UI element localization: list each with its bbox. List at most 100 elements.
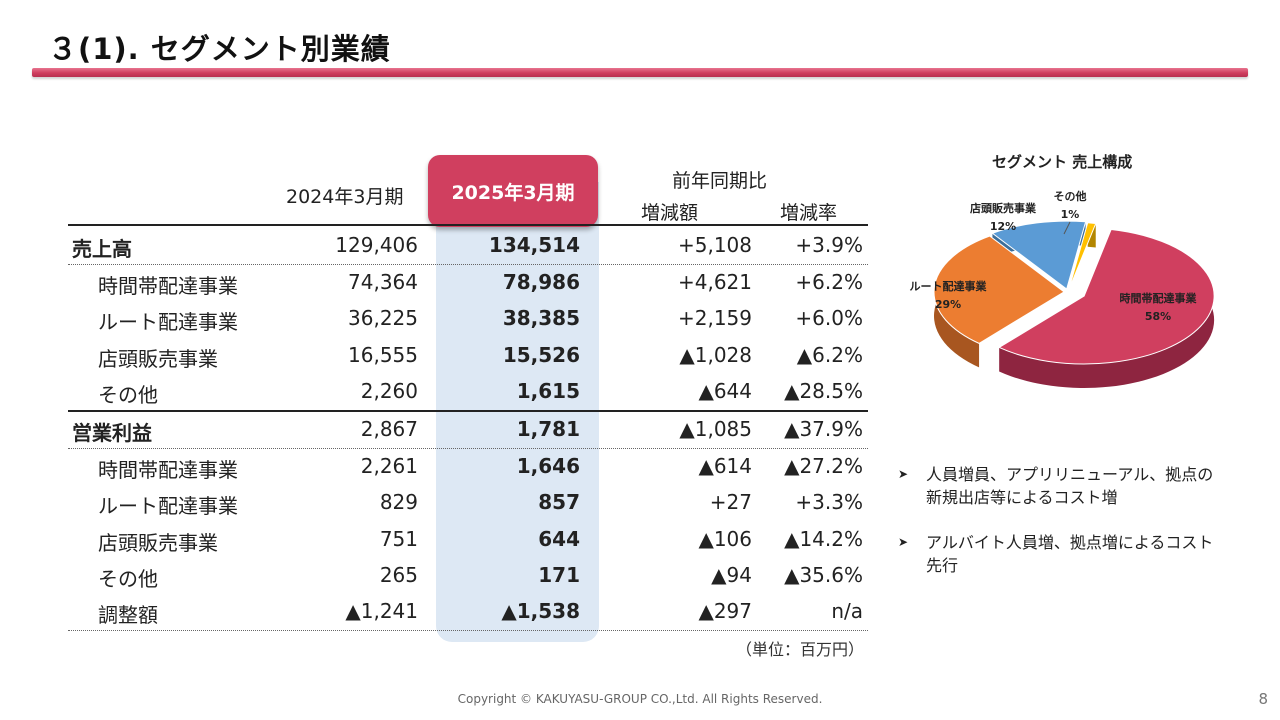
row-label: ルート配達事業 <box>98 494 238 519</box>
rate-value: ▲28.5% <box>784 378 863 403</box>
table-row: ルート配達事業 36,225 38,385 +2,159 +6.0% <box>68 301 868 337</box>
header-rule <box>68 224 868 226</box>
pie-value-label: 29% <box>935 298 961 311</box>
pie-value-label: 12% <box>990 220 1016 233</box>
pie-leader-line <box>1063 221 1071 235</box>
curr-value: 644 <box>538 526 580 551</box>
diff-value: ▲106 <box>698 526 752 551</box>
rate-value: n/a <box>831 598 863 623</box>
pie-title: セグメント 売上構成 <box>992 153 1133 171</box>
rate-value: +3.9% <box>795 233 863 257</box>
prev-value: 74,364 <box>348 270 418 295</box>
rate-value: +6.2% <box>795 270 863 295</box>
pie-slice-side <box>999 229 1215 389</box>
pie-category-label: その他 <box>1054 189 1087 203</box>
rate-value: ▲14.2% <box>784 526 863 551</box>
rate-value: +3.3% <box>795 490 863 515</box>
diff-value: +27 <box>709 490 752 515</box>
row-label: 時間帯配達事業 <box>98 458 238 483</box>
diff-value: +4,621 <box>677 270 752 295</box>
curr-value: 134,514 <box>488 233 580 257</box>
pie-category-label: 時間帯配達事業 <box>1120 291 1198 305</box>
rate-value: ▲27.2% <box>784 454 863 479</box>
note-text: 人員増員、アプリリニューアル、拠点の新規出店等によるコスト増 <box>926 465 1214 507</box>
table-row: 調整額 ▲1,241 ▲1,538 ▲297 n/a <box>68 594 868 632</box>
diff-value: ▲1,028 <box>679 342 752 367</box>
table-row: その他 265 171 ▲94 ▲35.6% <box>68 558 868 594</box>
diff-value: ▲94 <box>711 562 752 587</box>
segment-table: 売上高 129,406 134,514 +5,108 +3.9% 時間帯配達事業 74,36… <box>68 228 868 632</box>
note-item: ➤ 人員増員、アプリリニューアル、拠点の新規出店等によるコスト増 <box>898 463 1218 509</box>
pie-value-label: 1% <box>1061 208 1080 221</box>
rate-value: ▲6.2% <box>796 342 863 367</box>
row-label: ルート配達事業 <box>98 310 238 335</box>
prev-value: 2,867 <box>360 416 418 441</box>
table-row: 売上高 129,406 134,514 +5,108 +3.9% <box>68 228 868 266</box>
arrow-bullet-icon: ➤ <box>898 535 909 549</box>
prev-value: 2,260 <box>360 378 418 403</box>
curr-value: ▲1,538 <box>501 598 580 623</box>
prev-value: 16,555 <box>348 342 418 367</box>
diff-value: ▲614 <box>698 454 752 479</box>
table-row: 店頭販売事業 16,555 15,526 ▲1,028 ▲6.2% <box>68 338 868 374</box>
segment-pie-chart: 時間帯配達事業 58% ルート配達事業 29% 店頭販売事業 12% その他 1% <box>910 189 1215 389</box>
unit-note: （単位：百万円） <box>736 640 865 659</box>
table-row: 時間帯配達事業 2,261 1,646 ▲614 ▲27.2% <box>68 449 868 485</box>
curr-value: 857 <box>538 490 580 515</box>
rate-value: ▲35.6% <box>784 562 863 587</box>
pie-category-label: 店頭販売事業 <box>970 201 1037 215</box>
row-label: 売上高 <box>72 237 132 261</box>
diff-value: ▲297 <box>698 598 752 623</box>
pie-slice <box>998 228 1215 365</box>
table-row: その他 2,260 1,615 ▲644 ▲28.5% <box>68 374 868 412</box>
curr-value: 15,526 <box>502 342 580 367</box>
prev-value: 829 <box>379 490 418 515</box>
row-label: 店頭販売事業 <box>98 346 218 371</box>
row-label: 調整額 <box>98 602 158 627</box>
table-row: 時間帯配達事業 74,364 78,986 +4,621 +6.2% <box>68 265 868 301</box>
row-label: 営業利益 <box>72 420 152 445</box>
row-label: その他 <box>98 566 158 591</box>
diff-value: ▲644 <box>698 378 752 403</box>
row-label: 時間帯配達事業 <box>98 274 238 299</box>
yoy-header: 前年同期比 <box>672 170 768 192</box>
rate-value: ▲37.9% <box>784 416 863 441</box>
row-label: 店頭販売事業 <box>98 530 218 555</box>
prev-value: 129,406 <box>335 233 418 257</box>
notes: ➤ 人員増員、アプリリニューアル、拠点の新規出店等によるコスト増 ➤ アルバイト… <box>898 463 1218 599</box>
diff-header: 増減額 <box>641 202 699 224</box>
prev-value: 265 <box>379 562 418 587</box>
diff-value: ▲1,085 <box>679 416 752 441</box>
diff-value: +5,108 <box>677 233 752 257</box>
prev-value: ▲1,241 <box>345 598 418 623</box>
copyright-footer: Copyright © KAKUYASU-GROUP CO.,Ltd. All … <box>457 692 823 706</box>
page-number: 8 <box>1258 690 1268 708</box>
curr-value: 38,385 <box>502 306 580 331</box>
note-text: アルバイト人員増、拠点増によるコスト先行 <box>926 533 1214 575</box>
highlight-column-bg <box>436 182 599 642</box>
prev-value: 36,225 <box>348 306 418 331</box>
curr-value: 1,646 <box>516 454 580 479</box>
pie-category-label: ルート配達事業 <box>910 279 988 293</box>
curr-value: 1,615 <box>516 378 580 403</box>
curr-value: 171 <box>538 562 580 587</box>
prev-value: 2,261 <box>360 454 418 479</box>
row-label: その他 <box>98 382 158 407</box>
diff-value: +2,159 <box>677 306 752 331</box>
curr-value: 78,986 <box>502 270 580 295</box>
table-row: 営業利益 2,867 1,781 ▲1,085 ▲37.9% <box>68 412 868 450</box>
current-period-header: 2025年3月期 <box>428 155 598 227</box>
rate-value: +6.0% <box>795 306 863 331</box>
pie-slice <box>933 235 1065 344</box>
arrow-bullet-icon: ➤ <box>898 467 909 481</box>
table-row: 店頭販売事業 751 644 ▲106 ▲14.2% <box>68 522 868 558</box>
title-underline <box>32 68 1248 77</box>
rate-header: 増減率 <box>780 202 838 224</box>
pie-slice <box>991 220 1087 290</box>
table-row: ルート配達事業 829 857 +27 +3.3% <box>68 485 868 521</box>
prev-value: 751 <box>379 526 418 551</box>
previous-period-header: 2024年3月期 <box>286 186 404 208</box>
page-title: ３(1). セグメント別業績 <box>48 32 391 66</box>
pie-slice <box>1068 222 1097 291</box>
pie-value-label: 58% <box>1145 310 1171 323</box>
